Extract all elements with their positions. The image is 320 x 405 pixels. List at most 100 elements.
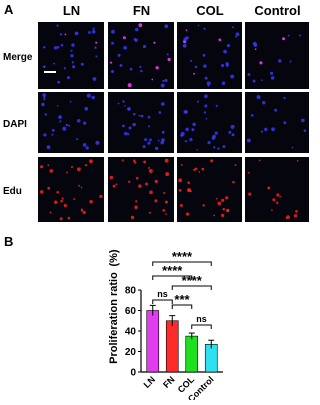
cell	[89, 159, 93, 164]
cell	[80, 186, 83, 189]
cell	[254, 48, 257, 51]
cell	[94, 46, 97, 49]
y-tick-label: 60	[125, 306, 137, 317]
cell	[95, 55, 98, 58]
cell	[185, 127, 189, 132]
cell	[207, 141, 211, 145]
cell	[49, 169, 54, 173]
cell	[95, 41, 98, 44]
cell	[95, 140, 100, 145]
cell	[53, 62, 56, 65]
cell	[158, 111, 162, 114]
cell	[191, 128, 195, 132]
cell	[76, 167, 81, 172]
cell	[133, 112, 136, 116]
cell	[187, 188, 191, 192]
cell	[142, 145, 146, 149]
cell	[138, 23, 143, 28]
cell	[64, 33, 67, 36]
cell	[91, 29, 96, 34]
cell	[49, 211, 52, 214]
cell	[203, 111, 207, 114]
cell	[80, 62, 84, 66]
cell	[163, 191, 166, 194]
cell	[204, 94, 208, 99]
cell	[61, 197, 64, 200]
cell	[59, 33, 63, 36]
significance-bracket	[191, 324, 212, 329]
cell	[162, 79, 165, 83]
cell	[204, 76, 208, 80]
cell	[164, 24, 169, 29]
cell	[250, 114, 254, 117]
micrograph	[177, 157, 242, 222]
cell	[122, 100, 125, 103]
cell	[205, 117, 208, 120]
cell	[162, 209, 166, 212]
bar	[146, 310, 160, 373]
cell	[140, 69, 143, 73]
cell	[247, 171, 250, 174]
cell	[86, 93, 91, 98]
cell	[291, 146, 294, 149]
cell	[71, 61, 74, 64]
cell	[261, 79, 263, 82]
cell	[122, 124, 125, 128]
cell	[68, 124, 71, 127]
cell	[185, 29, 188, 31]
micrograph	[245, 22, 309, 89]
cell	[123, 45, 127, 50]
cell	[166, 53, 169, 56]
cell	[193, 72, 195, 75]
cell	[138, 184, 142, 188]
cell	[44, 113, 47, 116]
cell	[279, 195, 281, 198]
bar	[185, 335, 199, 373]
cell	[258, 159, 261, 162]
cell	[278, 59, 282, 63]
cell	[123, 131, 128, 136]
cell	[73, 198, 76, 200]
cell	[223, 49, 227, 54]
cell	[56, 105, 59, 107]
cell	[283, 96, 286, 100]
micrographs	[38, 22, 309, 222]
cell	[202, 204, 205, 207]
cell	[164, 200, 168, 204]
significance-label: ***	[174, 292, 190, 307]
cell	[214, 131, 218, 135]
cell	[234, 35, 237, 38]
panel-label: A	[4, 2, 14, 17]
cell	[301, 118, 305, 123]
cell	[164, 158, 169, 163]
cell	[232, 180, 235, 184]
cell	[84, 164, 88, 167]
cell	[276, 193, 280, 197]
cell	[213, 214, 216, 217]
cell	[57, 80, 61, 84]
cell	[135, 27, 139, 32]
cell	[149, 138, 152, 142]
column-header: COL	[196, 3, 224, 18]
significance-bracket	[152, 275, 193, 280]
cell	[56, 45, 60, 49]
cell	[256, 95, 261, 100]
cell	[47, 164, 50, 167]
cell	[226, 43, 231, 48]
cell	[144, 138, 148, 142]
row-label: DAPI	[3, 119, 27, 130]
cell	[56, 24, 59, 27]
cell	[234, 164, 237, 167]
cell	[71, 43, 75, 47]
cell	[41, 102, 45, 107]
x-tick-label: FN	[161, 374, 177, 390]
cell	[135, 200, 138, 203]
cell	[262, 101, 266, 105]
micrograph	[177, 22, 242, 89]
significance-bracket	[152, 261, 212, 266]
bar	[165, 320, 179, 373]
cell	[282, 37, 286, 41]
cell	[232, 26, 234, 29]
micrograph	[245, 157, 309, 222]
cell	[215, 197, 218, 200]
